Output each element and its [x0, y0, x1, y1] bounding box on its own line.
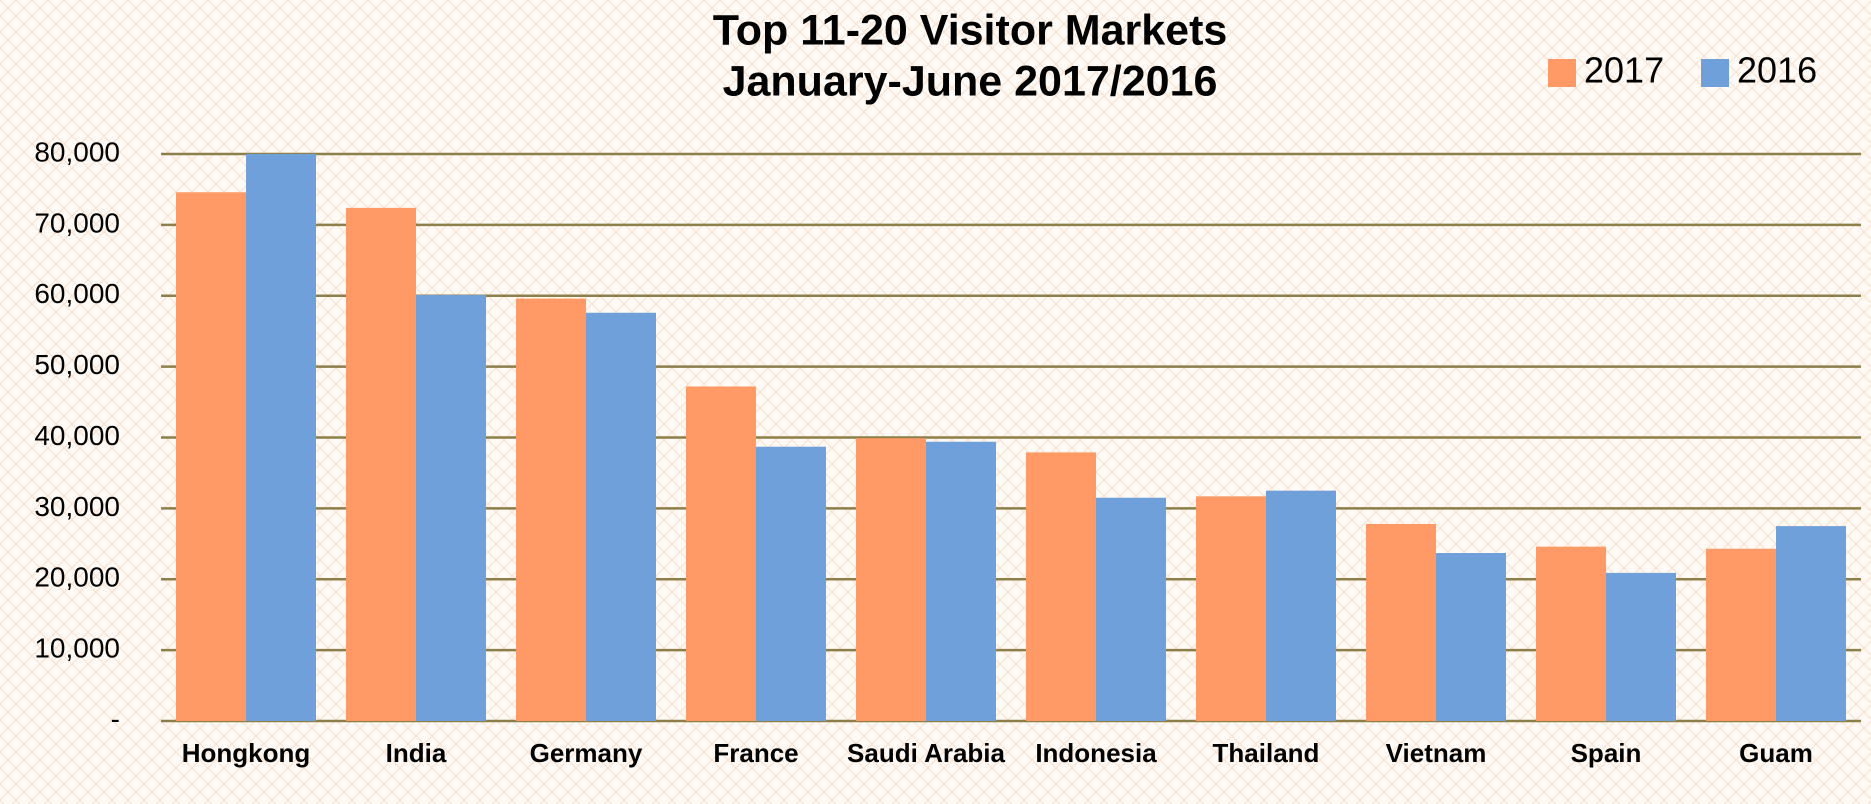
bar	[686, 386, 756, 721]
bar	[1096, 497, 1166, 721]
x-tick-label: Germany	[530, 738, 643, 768]
x-tick-label: Hongkong	[182, 738, 311, 768]
bar	[1606, 572, 1676, 721]
y-tick-label: 40,000	[34, 420, 120, 451]
chart-subtitle: January-June 2017/2016	[723, 57, 1218, 105]
x-tick-label: India	[386, 738, 447, 768]
x-tick-label: Spain	[1571, 738, 1642, 768]
y-tick-label: 10,000	[34, 633, 120, 664]
x-tick-label: Saudi Arabia	[847, 738, 1006, 768]
legend-label: 2016	[1737, 50, 1817, 91]
bar	[1536, 546, 1606, 721]
legend-swatch	[1701, 59, 1729, 87]
bar	[1366, 523, 1436, 721]
bar	[1266, 490, 1336, 721]
bar	[1706, 548, 1776, 721]
bar	[1436, 553, 1506, 721]
y-tick-label: 30,000	[34, 491, 120, 522]
bar	[346, 207, 416, 722]
legend-label: 2017	[1584, 50, 1664, 91]
bar	[1026, 452, 1096, 721]
x-tick-label: Guam	[1739, 738, 1813, 768]
bar	[516, 298, 586, 721]
bar	[416, 295, 486, 721]
bar	[1776, 526, 1846, 721]
y-tick-label: 20,000	[34, 562, 120, 593]
bar	[856, 438, 926, 721]
chart-title: Top 11-20 Visitor Markets	[713, 6, 1228, 54]
legend-swatch	[1548, 59, 1576, 87]
x-tick-label: Indonesia	[1035, 738, 1157, 768]
bar	[756, 446, 826, 721]
x-tick-label: France	[713, 738, 798, 768]
bar	[1196, 496, 1266, 721]
x-tick-label: Thailand	[1213, 738, 1320, 768]
bar	[246, 154, 316, 721]
y-tick-label: -	[111, 703, 120, 734]
y-tick-label: 50,000	[34, 349, 120, 380]
y-tick-label: 60,000	[34, 278, 120, 309]
bar	[586, 312, 656, 721]
bar	[176, 192, 246, 721]
y-tick-label: 70,000	[34, 207, 120, 238]
x-tick-label: Vietnam	[1386, 738, 1487, 768]
y-tick-label: 80,000	[34, 136, 120, 167]
bar	[926, 441, 996, 721]
